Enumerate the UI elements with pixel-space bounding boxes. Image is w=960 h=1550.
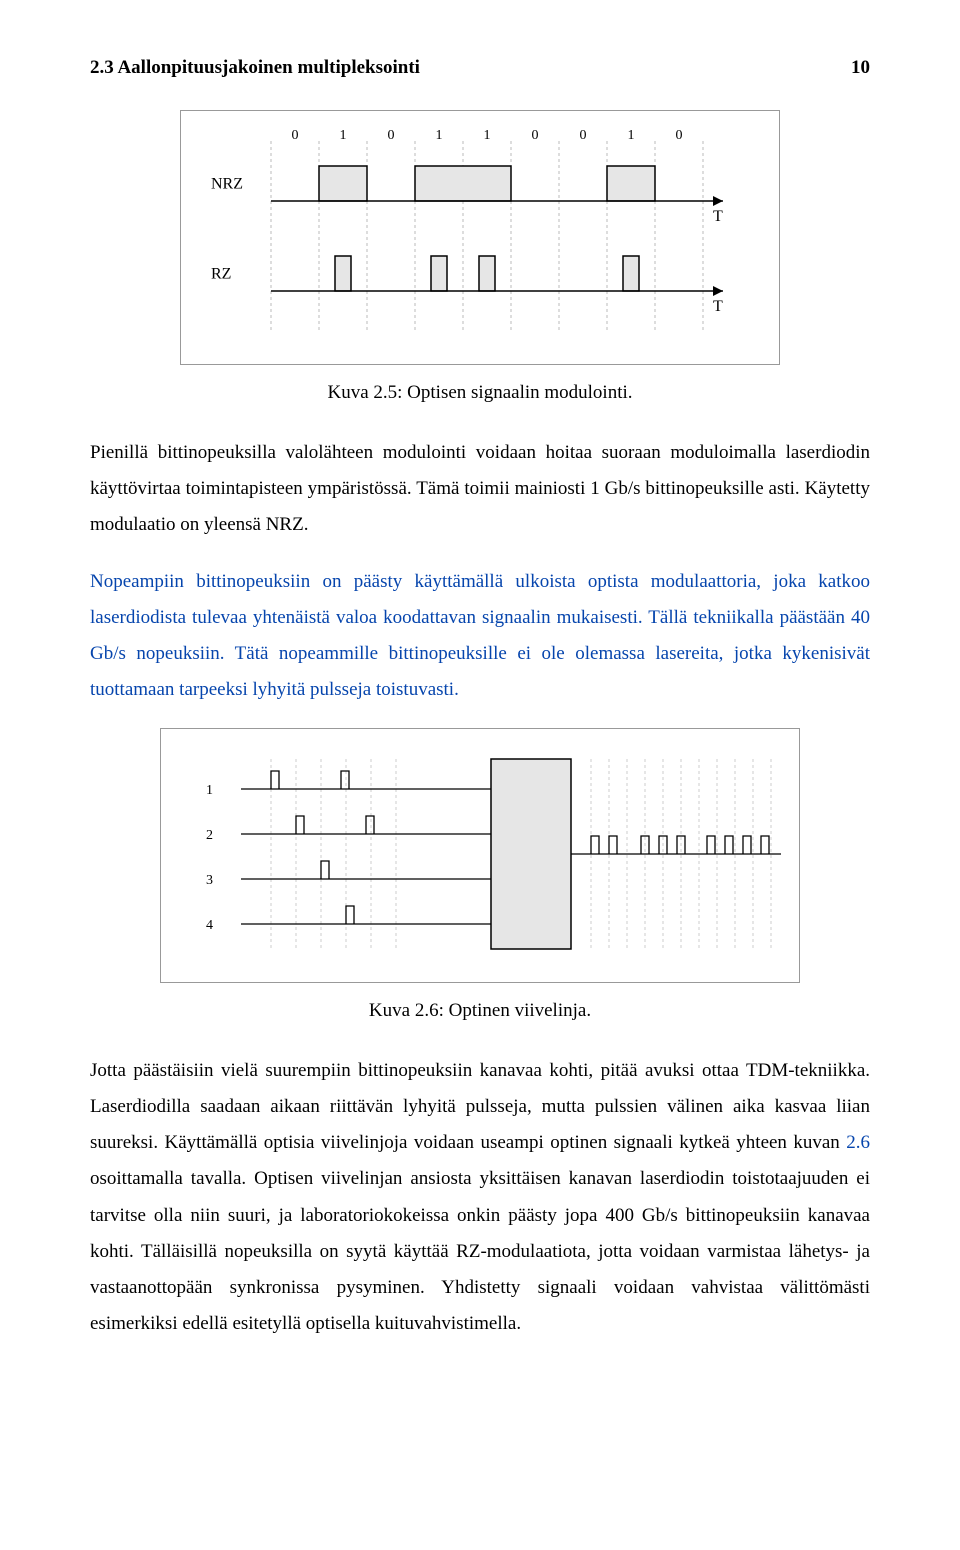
- svg-text:0: 0: [292, 128, 299, 143]
- page-number: 10: [851, 50, 870, 86]
- svg-text:RZ: RZ: [211, 266, 231, 283]
- svg-text:1: 1: [436, 128, 443, 143]
- svg-text:0: 0: [676, 128, 683, 143]
- para-text: osoittamalla tavalla. Optisen viivelinja…: [90, 1168, 870, 1333]
- figure-modulation: 0 1 0 1 1 0 0 1 0 NRZ RZ T T: [180, 110, 780, 365]
- figure-caption: Kuva 2.5: Optisen signaalin modulointi.: [90, 375, 870, 411]
- svg-text:1: 1: [628, 128, 635, 143]
- svg-text:1: 1: [206, 783, 213, 798]
- svg-text:3: 3: [206, 873, 213, 888]
- link-text: Nopeampiin bittinopeuksiin on päästy käy…: [90, 571, 870, 700]
- svg-text:1: 1: [340, 128, 347, 143]
- svg-text:1: 1: [484, 128, 491, 143]
- body-paragraph: Pienillä bittinopeuksilla valolähteen mo…: [90, 435, 870, 543]
- para-text: Jotta päästäisiin vielä suurempiin bitti…: [90, 1060, 870, 1153]
- svg-text:2: 2: [206, 828, 213, 843]
- figure-ref-link[interactable]: 2.6: [846, 1132, 870, 1153]
- svg-text:T: T: [713, 298, 723, 315]
- body-paragraph: Jotta päästäisiin vielä suurempiin bitti…: [90, 1053, 870, 1342]
- svg-text:0: 0: [580, 128, 587, 143]
- figure-delayline: 1 2 3 4: [160, 728, 800, 983]
- svg-text:0: 0: [388, 128, 395, 143]
- svg-text:NRZ: NRZ: [211, 176, 243, 193]
- svg-text:T: T: [713, 208, 723, 225]
- section-title: 2.3 Aallonpituusjakoinen multipleksointi: [90, 50, 420, 86]
- svg-text:0: 0: [532, 128, 539, 143]
- figure-caption: Kuva 2.6: Optinen viivelinja.: [90, 993, 870, 1029]
- section-header: 2.3 Aallonpituusjakoinen multipleksointi…: [90, 50, 870, 86]
- body-paragraph: Nopeampiin bittinopeuksiin on päästy käy…: [90, 564, 870, 708]
- svg-text:4: 4: [206, 918, 213, 933]
